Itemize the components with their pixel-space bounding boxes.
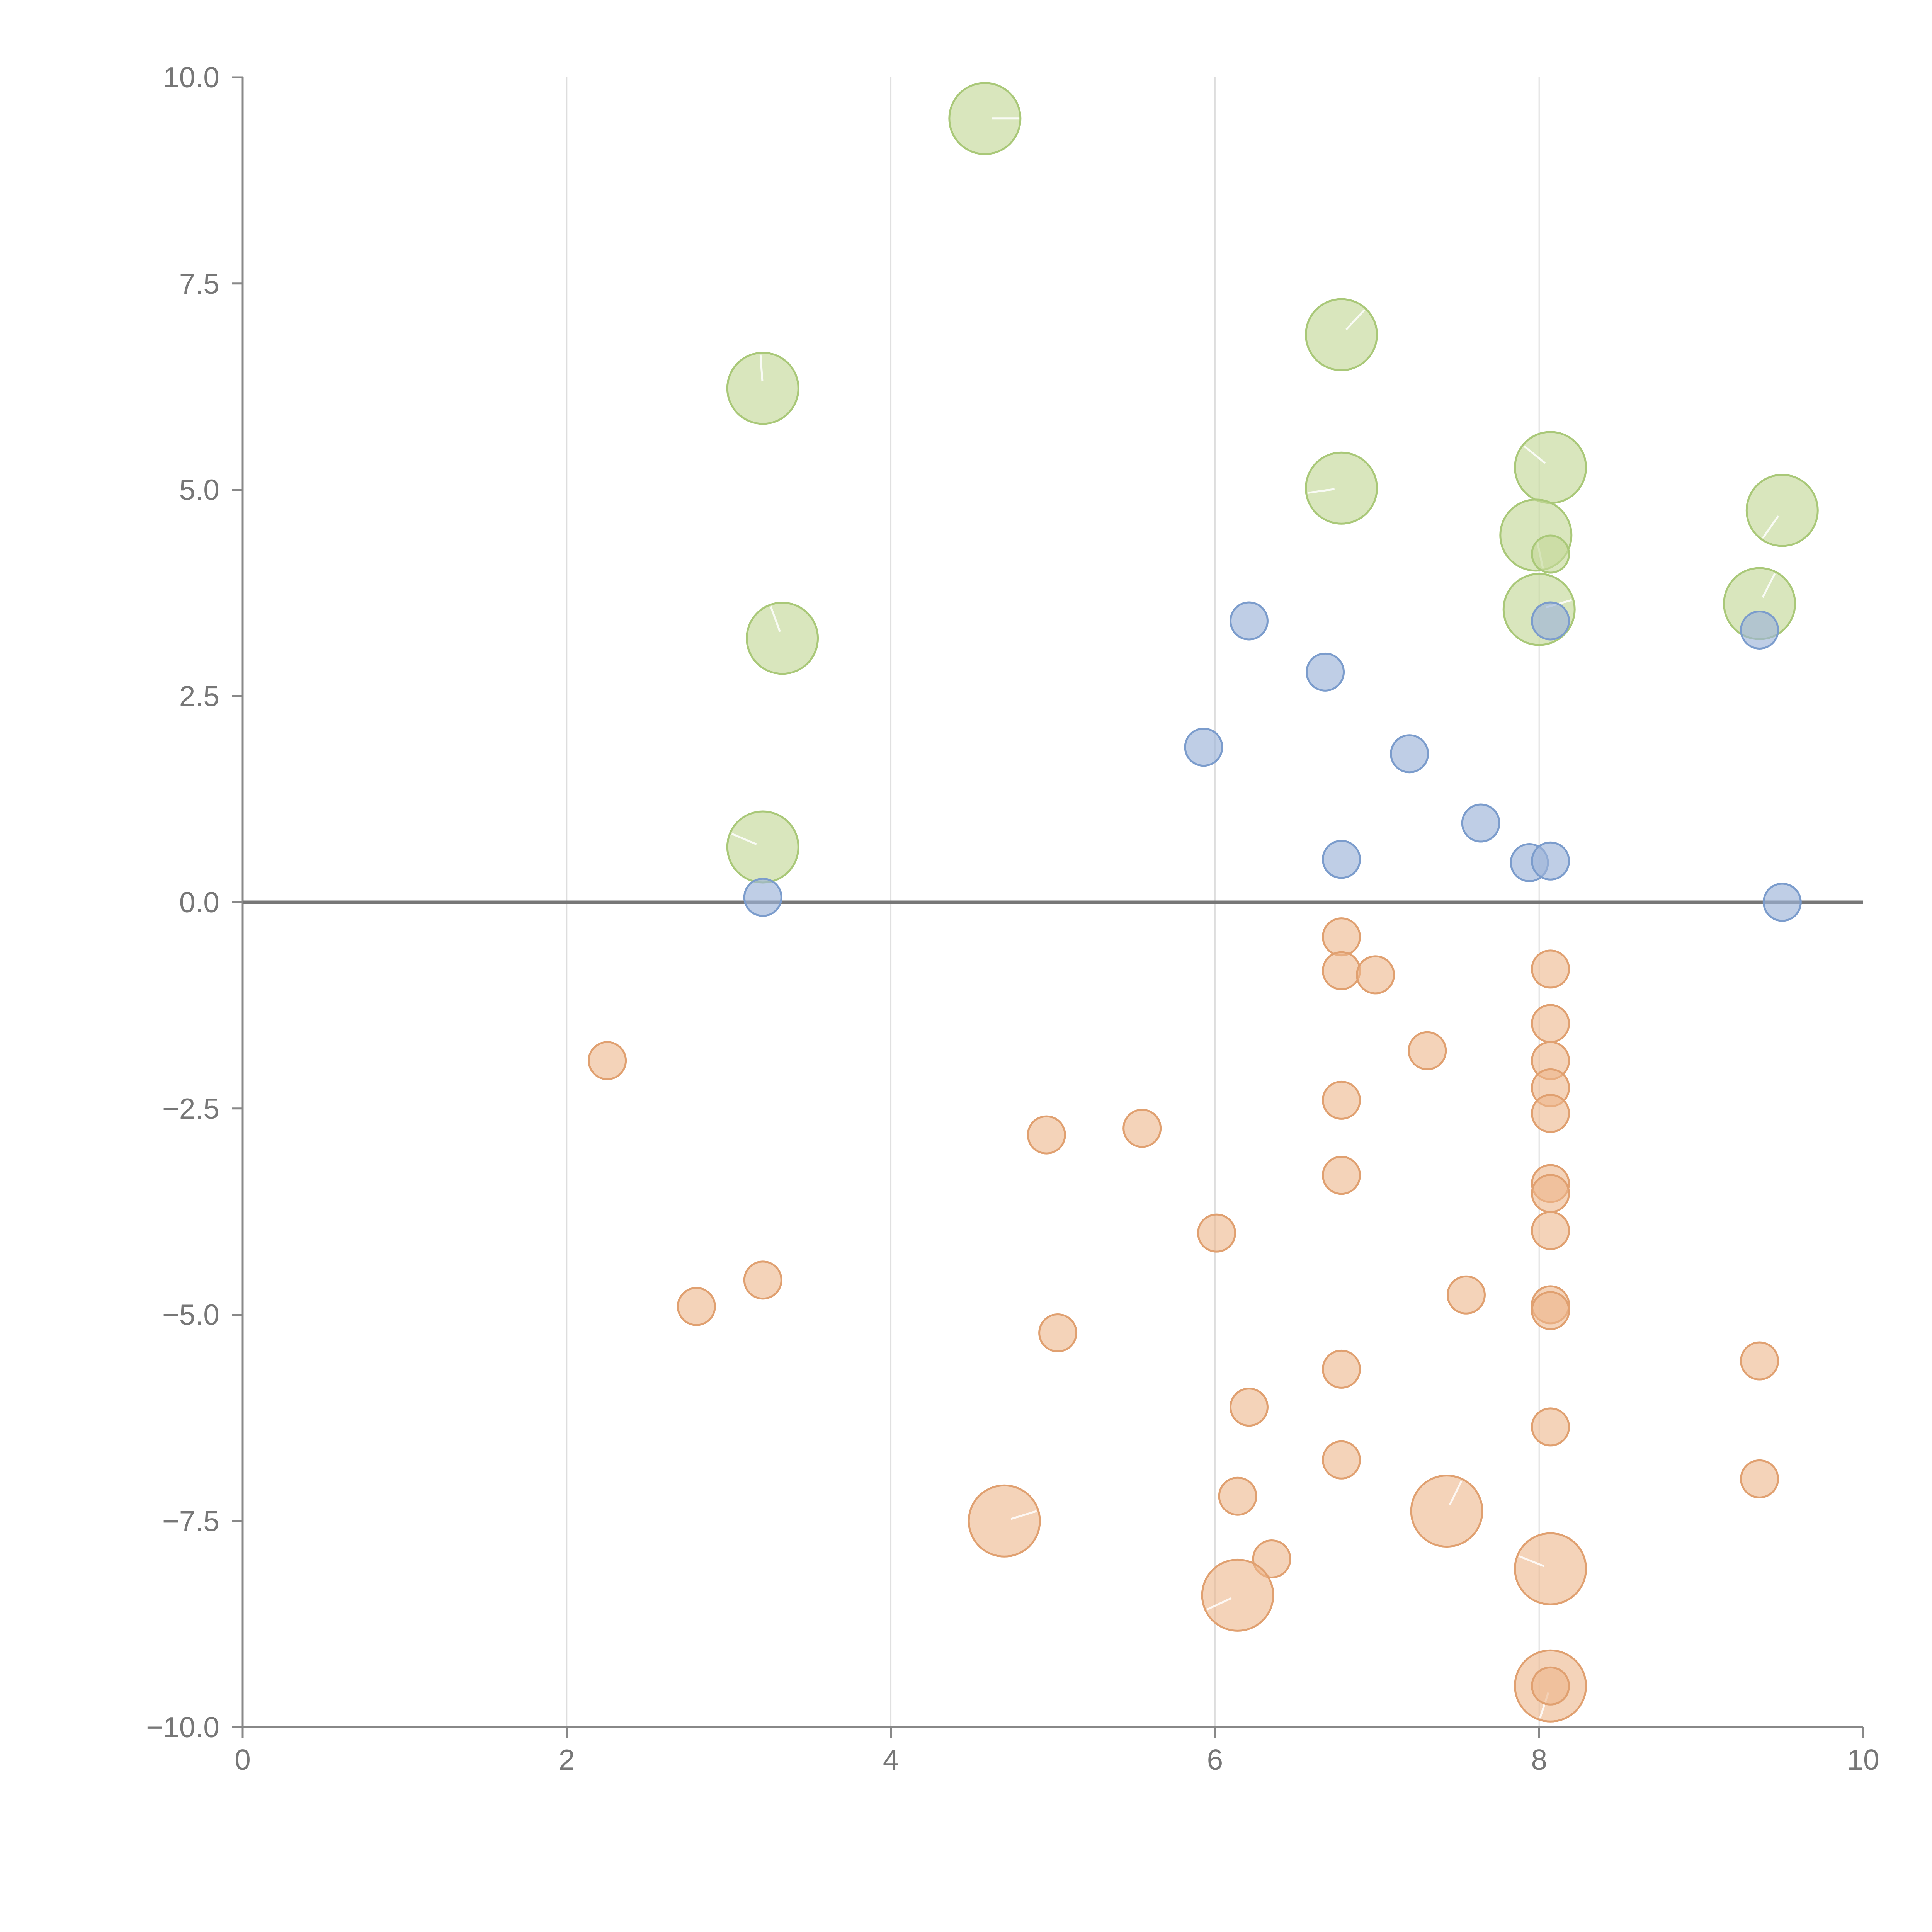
- bubble-orange-0: [1322, 917, 1361, 957]
- bubble-orange-25: [1322, 1349, 1361, 1389]
- y-tick-label-8: −10.0: [146, 1711, 219, 1743]
- x-tick-label-3: 6: [1207, 1743, 1223, 1776]
- bubble-green-4: [1305, 451, 1378, 525]
- bubble-orange-30: [1218, 1476, 1257, 1516]
- leader-line-green-5: [1762, 515, 1779, 539]
- bubble-blue-5: [1390, 734, 1429, 774]
- bubble-orange-17: [1531, 1211, 1570, 1250]
- bubble-green-5: [1745, 474, 1819, 547]
- y-tick-label-2: 5.0: [179, 474, 219, 506]
- bubble-blue-4: [1184, 728, 1223, 767]
- y-tick-label-4: 0.0: [179, 886, 219, 918]
- leader-line-orange-34: [1519, 1555, 1544, 1567]
- x-tick-label-2: 4: [883, 1743, 899, 1776]
- bubble-orange-19: [677, 1287, 716, 1326]
- bubble-orange-1: [1322, 951, 1361, 990]
- y-tick-label-1: 7.5: [179, 267, 219, 300]
- leader-line-orange-31: [1010, 1510, 1037, 1520]
- bubble-orange-9: [1322, 1080, 1361, 1120]
- bubble-orange-12: [1122, 1109, 1162, 1148]
- bubble-orange-15: [1531, 1174, 1570, 1213]
- bubble-green-11: [726, 810, 799, 884]
- bubble-blue-9: [1531, 841, 1570, 881]
- bubble-orange-2: [1356, 955, 1395, 995]
- leader-line-green-9: [1762, 573, 1776, 598]
- series-green: [726, 82, 1819, 884]
- axis-layer: [232, 76, 1864, 1738]
- bubble-blue-10: [743, 878, 782, 917]
- x-tick-label-5: 10: [1847, 1743, 1879, 1776]
- bubble-green-2: [726, 352, 799, 425]
- y-tick-label-7: −7.5: [162, 1505, 219, 1537]
- bubble-blue-1: [1531, 601, 1570, 641]
- bubble-blue-11: [1762, 883, 1802, 922]
- bubble-orange-22: [1531, 1291, 1570, 1330]
- bubble-blue-0: [1229, 601, 1269, 641]
- tick-label-layer: 0 2 4 6 8 10 10.0 7.5 5.0 2.5 0.0 −2.5 −5.0 −7.5 −10.0: [146, 61, 1879, 1776]
- y-tick-label-5: −2.5: [162, 1092, 219, 1125]
- bubble-orange-34: [1514, 1532, 1587, 1605]
- bubble-green-10: [746, 602, 819, 675]
- bubble-blue-6: [1461, 803, 1500, 843]
- bubble-blue-2: [1740, 610, 1779, 650]
- leader-line-green-3: [1524, 445, 1546, 464]
- bubble-orange-35: [1201, 1558, 1274, 1632]
- x-tick-label-1: 2: [559, 1743, 575, 1776]
- bubble-orange-32: [1410, 1475, 1483, 1548]
- leader-line-green-2: [759, 354, 764, 382]
- bubble-orange-13: [1322, 1156, 1361, 1195]
- series-orange: [588, 917, 1779, 1723]
- y-tick-label-3: 2.5: [179, 680, 219, 712]
- bubble-orange-27: [1531, 1407, 1570, 1447]
- bubble-orange-31: [968, 1484, 1041, 1558]
- bubble-orange-5: [588, 1041, 627, 1080]
- bubble-orange-23: [1038, 1313, 1078, 1352]
- leader-line-green-1: [1345, 309, 1365, 330]
- bubble-green-0: [948, 82, 1022, 155]
- bubble-orange-33: [1252, 1539, 1291, 1578]
- leader-line-green-11: [731, 833, 757, 845]
- bubble-orange-6: [1408, 1031, 1447, 1070]
- x-tick-label-4: 8: [1531, 1743, 1547, 1776]
- bubble-orange-20: [1446, 1275, 1486, 1315]
- bubble-orange-37: [1531, 1666, 1570, 1706]
- bubble-orange-24: [1740, 1341, 1779, 1381]
- bubble-blue-7: [1322, 840, 1361, 879]
- bubble-orange-4: [1531, 1004, 1570, 1043]
- bubble-orange-10: [1531, 1094, 1570, 1133]
- y-tick-label-6: −5.0: [162, 1299, 219, 1331]
- leader-line-green-4: [1308, 488, 1335, 494]
- bubble-orange-18: [743, 1260, 782, 1300]
- bubble-orange-28: [1322, 1440, 1361, 1480]
- bubble-layer: [588, 82, 1819, 1723]
- bubble-green-3: [1514, 431, 1587, 504]
- x-tick-label-0: 0: [235, 1743, 251, 1776]
- bubble-orange-3: [1531, 949, 1570, 989]
- bubble-green-7: [1531, 534, 1570, 574]
- leader-line-orange-35: [1206, 1597, 1232, 1611]
- bubble-green-1: [1305, 298, 1378, 371]
- bubble-orange-26: [1229, 1388, 1269, 1427]
- bubble-orange-11: [1027, 1115, 1066, 1155]
- bubble-orange-29: [1740, 1459, 1779, 1498]
- y-tick-label-0: 10.0: [163, 61, 219, 94]
- leader-line-orange-32: [1449, 1480, 1463, 1505]
- bubble-orange-16: [1197, 1213, 1236, 1253]
- series-blue: [743, 601, 1802, 922]
- leader-line-green-10: [770, 606, 781, 632]
- bubble-blue-3: [1306, 652, 1345, 692]
